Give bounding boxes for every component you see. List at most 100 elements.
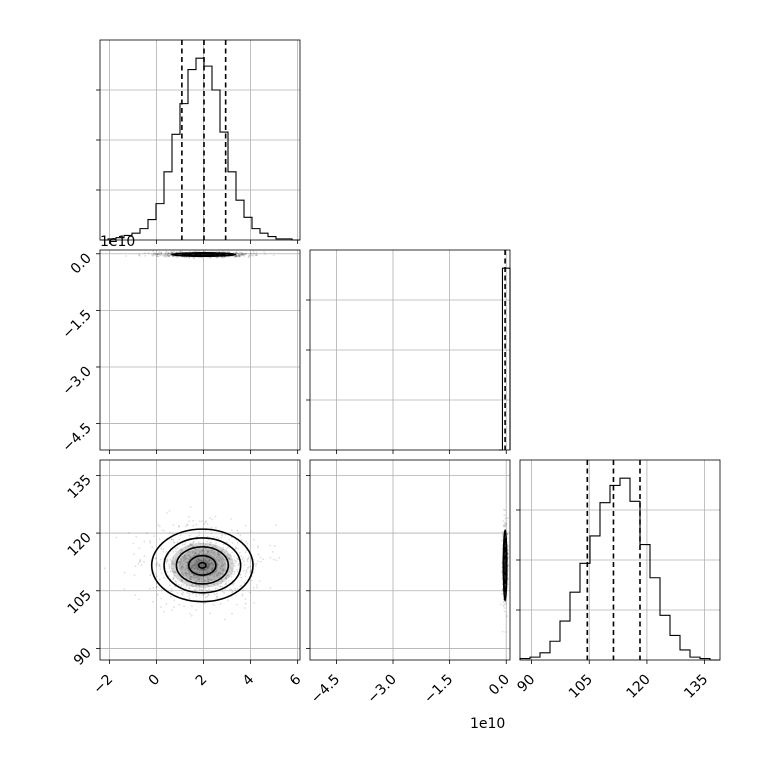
scatter-point xyxy=(172,538,175,541)
scatter-point xyxy=(133,553,135,556)
scatter-point xyxy=(167,255,170,257)
scatter-point xyxy=(192,545,195,547)
scatter-point xyxy=(211,552,214,554)
scatter-point xyxy=(220,256,223,259)
scatter-point xyxy=(181,580,184,583)
scatter-point xyxy=(275,559,278,562)
scatter-point xyxy=(180,548,183,550)
scatter-point xyxy=(168,565,171,568)
scatter-point xyxy=(238,254,241,257)
scatter-point xyxy=(197,558,200,560)
scatter-point xyxy=(156,255,159,258)
scatter-point xyxy=(251,579,253,582)
scatter-point xyxy=(198,550,201,553)
scatter-point xyxy=(164,252,167,255)
scatter-point xyxy=(504,565,507,568)
scatter-point xyxy=(166,560,169,562)
scatter-point xyxy=(161,529,164,531)
scatter-point xyxy=(216,250,218,253)
scatter-point xyxy=(201,550,204,552)
scatter-point xyxy=(217,553,220,556)
scatter-point xyxy=(204,253,207,256)
scatter-point xyxy=(198,558,200,561)
scatter-point xyxy=(202,253,205,256)
x-tick-label-col1: 2 xyxy=(193,672,211,690)
scatter-point xyxy=(207,580,210,583)
scatter-point xyxy=(189,250,191,253)
scatter-point xyxy=(235,252,238,255)
scatter-point xyxy=(257,546,259,549)
x-tick-label-col3: 90 xyxy=(514,672,538,696)
scatter-point xyxy=(135,536,138,538)
scatter-point xyxy=(152,253,155,256)
scatter-point xyxy=(233,256,236,258)
scatter-point xyxy=(189,584,191,587)
x-tick-label-col2: −1.5 xyxy=(421,672,456,707)
scatter-point xyxy=(162,255,165,257)
scatter-point xyxy=(168,567,171,570)
scatter-point xyxy=(190,544,193,547)
scatter-point xyxy=(182,566,185,569)
scatter-point xyxy=(194,585,197,587)
scatter-point xyxy=(201,549,204,551)
scatter-point xyxy=(165,254,168,257)
scatter-point xyxy=(243,607,246,609)
scatter-point xyxy=(208,562,211,565)
scatter-point xyxy=(217,574,220,577)
scatter-point xyxy=(502,601,505,604)
scatter-point xyxy=(151,546,154,548)
x-tick-label-col1: 4 xyxy=(240,671,258,689)
scatter-point xyxy=(212,536,215,538)
scatter-point xyxy=(176,592,179,594)
scatter-point xyxy=(224,588,227,590)
scatter-point xyxy=(246,560,249,562)
scatter-point xyxy=(221,567,224,570)
scatter-point xyxy=(186,523,188,526)
scatter-point xyxy=(202,558,205,560)
scatter-point xyxy=(252,571,255,574)
scatter-point xyxy=(159,254,162,256)
scatter-point xyxy=(190,572,193,575)
scatter-point xyxy=(199,253,202,256)
scatter-point xyxy=(208,578,211,581)
scatter-point xyxy=(152,250,155,253)
scatter-point xyxy=(188,534,191,537)
scatter-point xyxy=(138,561,141,564)
scatter-point xyxy=(189,543,191,546)
scatter-point xyxy=(202,253,205,256)
scatter-point xyxy=(198,553,201,556)
scatter-point xyxy=(219,567,222,570)
scatter-point xyxy=(216,256,219,259)
scatter-point xyxy=(154,252,157,255)
scatter-point xyxy=(233,559,235,561)
pair-frame xyxy=(99,249,301,451)
scatter-point xyxy=(196,568,199,571)
scatter-point xyxy=(193,564,195,567)
scatter-point xyxy=(170,595,172,598)
scatter-point xyxy=(209,541,211,544)
scatter-point xyxy=(189,575,192,578)
pair-plot-area xyxy=(499,508,510,633)
scatter-point xyxy=(206,566,209,569)
scatter-point xyxy=(201,253,203,256)
scatter-point xyxy=(164,254,166,256)
scatter-point xyxy=(187,569,190,572)
y-tick-label-row2: −1.5 xyxy=(59,307,94,342)
pair-panel-1-2 xyxy=(99,249,301,451)
scatter-point xyxy=(231,551,234,554)
scatter-point xyxy=(237,558,240,561)
scatter-point xyxy=(256,584,258,587)
scatter-point xyxy=(222,546,225,549)
scatter-point xyxy=(278,556,281,559)
scatter-point xyxy=(227,553,230,556)
scatter-point xyxy=(503,603,506,606)
scatter-point xyxy=(220,582,223,585)
scatter-point xyxy=(192,257,195,260)
scatter-point xyxy=(189,578,192,581)
pair-plot-area xyxy=(125,250,275,260)
scatter-point xyxy=(202,253,204,256)
scatter-point xyxy=(503,524,505,527)
scatter-point xyxy=(243,255,246,257)
scatter-point xyxy=(195,250,198,253)
scatter-point xyxy=(204,253,207,256)
